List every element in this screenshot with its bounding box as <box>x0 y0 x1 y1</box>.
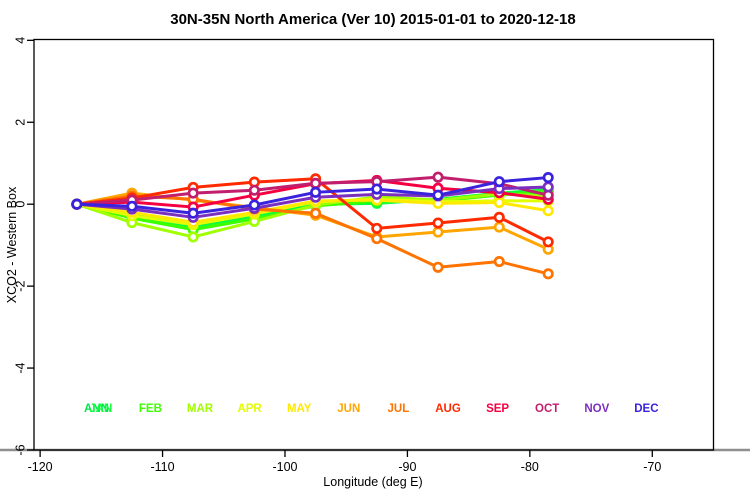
x-tick-label: -70 <box>643 460 661 474</box>
data-point <box>248 184 260 196</box>
y-tick-label: 2 <box>13 119 27 126</box>
legend-label-MAR: MAR <box>187 403 214 415</box>
data-point <box>542 172 554 184</box>
data-point <box>493 221 505 233</box>
x-tick-label: -100 <box>272 460 297 474</box>
data-point <box>126 200 138 212</box>
data-point <box>542 268 554 280</box>
data-point <box>310 186 322 198</box>
series-DEC <box>71 172 554 219</box>
legend-label-APR: APR <box>237 403 262 415</box>
legend-label-NOV: NOV <box>584 403 609 415</box>
y-tick-label: -4 <box>13 362 27 373</box>
data-point <box>493 255 505 268</box>
data-point <box>432 226 444 238</box>
data-point <box>187 231 199 243</box>
legend-label-DEC: DEC <box>634 403 658 415</box>
plot-box <box>33 38 715 451</box>
x-axis-label: Longitude (deg E) <box>323 475 423 489</box>
y-tick-label: 4 <box>13 37 27 44</box>
x-tick-label: -80 <box>521 460 539 474</box>
data-point <box>542 205 554 217</box>
data-point <box>310 177 322 189</box>
data-point <box>542 181 554 193</box>
data-point <box>432 171 444 183</box>
data-point <box>71 198 83 210</box>
data-point <box>310 207 322 219</box>
data-point <box>187 207 199 219</box>
legend-label-JUL: JUL <box>388 403 410 415</box>
x-tick-label: -110 <box>151 460 175 474</box>
legend-label-JUN: JUN <box>337 403 360 415</box>
data-point <box>248 199 260 211</box>
data-point <box>371 233 383 245</box>
data-point <box>542 236 554 248</box>
data-point <box>432 217 444 229</box>
data-point <box>432 261 444 273</box>
chart-title: 30N-35N North America (Ver 10) 2015-01-0… <box>170 11 576 28</box>
data-point <box>432 189 444 201</box>
data-point <box>493 211 505 223</box>
x-axis: -120 -110 -100 -90 -80 -70 <box>28 450 661 474</box>
legend-label-MAY: MAY <box>287 403 312 415</box>
data-point <box>187 187 199 199</box>
legend-label-SEP: SEP <box>486 403 509 415</box>
legend-label-OCT: OCT <box>535 403 559 415</box>
data-point <box>493 176 505 188</box>
data-point <box>493 197 505 209</box>
legend-label-AUG: AUG <box>435 403 461 415</box>
y-axis: -6 -4 -2 0 2 4 <box>13 37 34 456</box>
data-point <box>371 183 383 195</box>
legend-label-ANN: ANN <box>84 403 109 415</box>
y-tick-label: -2 <box>13 281 27 292</box>
legend-label-FEB: FEB <box>139 403 162 415</box>
data-point <box>371 222 383 234</box>
y-tick-label: 0 <box>13 201 27 208</box>
legend-label-JAN: JAN <box>89 403 112 415</box>
x-tick-label: -120 <box>28 460 53 474</box>
y-tick-label: -6 <box>13 444 27 455</box>
x-tick-label: -90 <box>398 460 416 474</box>
